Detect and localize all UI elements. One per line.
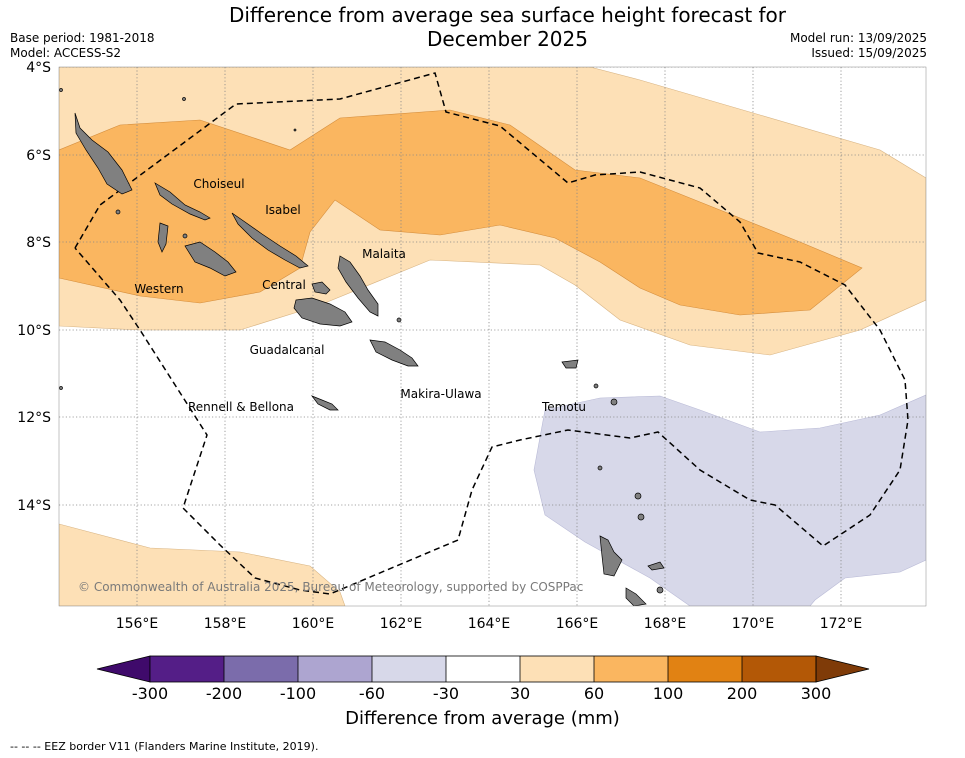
province-labels: Choiseul Isabel Malaita Western Central … [134, 177, 586, 414]
colorbar-bin [298, 656, 372, 682]
province-label-western: Western [134, 282, 183, 296]
lon-label: 158°E [204, 616, 247, 632]
model-run: Model run: 13/09/2025 [789, 31, 927, 45]
model-name: Model: ACCESS-S2 [10, 46, 122, 60]
islands [59, 88, 665, 606]
colorbar-bin [520, 656, 594, 682]
province-label-temotu: Temotu [541, 400, 586, 414]
province-label-choiseul: Choiseul [193, 177, 244, 191]
lon-label: 160°E [292, 616, 335, 632]
lat-label: 12°S [17, 410, 51, 426]
colorbar [96, 655, 870, 683]
colorbar-tick: 60 [583, 684, 605, 703]
eez-border [74, 72, 909, 595]
colorbar-low-extension [96, 655, 151, 683]
lon-label: 168°E [644, 616, 687, 632]
issued-date: Issued: 15/09/2025 [811, 46, 927, 60]
title-line-2: December 2025 [427, 27, 588, 51]
vanuatu-espiritu-santo [599, 535, 623, 577]
colorbar-tick: -300 [131, 684, 169, 703]
colorbar-tick: 200 [726, 684, 758, 703]
vanuatu-malekula [625, 587, 647, 606]
province-label-rennell-bellona: Rennell & Bellona [188, 400, 294, 414]
map-frame [58, 66, 927, 607]
title-line-1: Difference from average sea surface heig… [228, 3, 787, 27]
province-label-makira-ulawa: Makira-Ulawa [400, 387, 481, 401]
colorbar-tick: -100 [279, 684, 317, 703]
anomaly-region-30-60-south [59, 523, 346, 606]
colorbar-tick: -30 [432, 684, 460, 703]
latitude-labels: 4°S 6°S 8°S 10°S 12°S 14°S [17, 60, 51, 514]
vanuatu-north [647, 561, 665, 571]
longitude-labels: 156°E 158°E 160°E 162°E 164°E 166°E 168°… [116, 616, 863, 632]
colorbar-bin [742, 656, 816, 682]
map-area [59, 67, 926, 606]
colorbar-bin [668, 656, 742, 682]
anomaly-region-negative-30-60 [533, 394, 926, 606]
colorbar-tick: 30 [509, 684, 531, 703]
new-georgia-islands [184, 241, 237, 277]
colorbar-tick: -60 [358, 684, 386, 703]
choiseul-island [154, 182, 211, 221]
graticule [59, 67, 926, 606]
rennell-island [310, 395, 339, 411]
lon-label: 156°E [116, 616, 159, 632]
model-info: Base period: 1981-2018 Model: ACCESS-S2 [10, 31, 155, 61]
santa-cruz-islands [561, 359, 579, 369]
lon-label: 170°E [732, 616, 775, 632]
malaita-island [337, 255, 379, 317]
colorbar-high-extension [815, 655, 870, 683]
central-islands [311, 281, 331, 295]
lon-label: 166°E [556, 616, 599, 632]
province-label-guadalcanal: Guadalcanal [250, 343, 325, 357]
lat-label: 8°S [26, 235, 51, 251]
colorbar-tick: -200 [205, 684, 243, 703]
colorbar-bin [594, 656, 668, 682]
lon-label: 172°E [820, 616, 863, 632]
anomaly-region-60-100 [59, 109, 863, 316]
makira-island [369, 339, 419, 367]
colorbar-title: Difference from average (mm) [345, 708, 620, 729]
lat-label: 14°S [17, 498, 51, 514]
vella-lavella-island [74, 112, 133, 195]
ranongga-island [157, 222, 169, 253]
province-label-central: Central [262, 278, 306, 292]
eez-footnote: -- -- -- EEZ border V11 (Flanders Marine… [10, 740, 319, 753]
province-label-malaita: Malaita [362, 247, 406, 261]
colorbar-bin [150, 656, 224, 682]
lat-label: 4°S [26, 60, 51, 76]
province-label-isabel: Isabel [265, 203, 300, 217]
lat-label: 6°S [26, 148, 51, 164]
base-period: Base period: 1981-2018 [10, 31, 155, 45]
run-info: Model run: 13/09/2025 Issued: 15/09/2025 [790, 31, 927, 61]
lat-label: 10°S [17, 323, 51, 339]
colorbar-bin [224, 656, 298, 682]
map-title: Difference from average sea surface heig… [200, 3, 815, 51]
lon-label: 162°E [380, 616, 423, 632]
isabel-island [231, 212, 309, 269]
lon-label: 164°E [468, 616, 511, 632]
colorbar-bin [446, 656, 520, 682]
colorbar-tick: 100 [652, 684, 684, 703]
colorbar-tick: 300 [800, 684, 832, 703]
colorbar-bin [372, 656, 446, 682]
guadalcanal-island [293, 297, 353, 327]
copyright-credit: © Commonwealth of Australia 2025, Bureau… [78, 580, 584, 594]
